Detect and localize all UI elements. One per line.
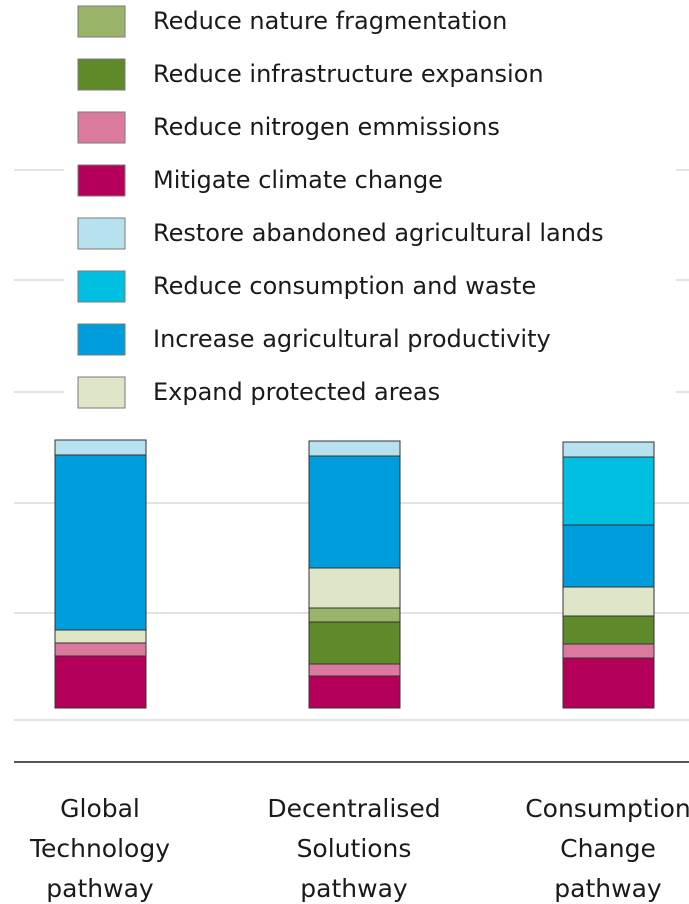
legend-label-restore-abandoned-agricultural-lands: Restore abandoned agricultural lands [153, 219, 604, 247]
legend-label-reduce-nature-fragmentation: Reduce nature fragmentation [153, 7, 507, 35]
bar-segment-2-mitigate-climate-change [308, 675, 401, 709]
bar-segment-3-reduce-infrastructure-expansion [562, 615, 655, 645]
category-labels: Global Technology pathway Decentralised Solu… [29, 794, 689, 903]
category-label-2-line-2: Solutions [297, 834, 412, 863]
legend-label-reduce-consumption-and-waste: Reduce consumption and waste [153, 272, 536, 300]
legend-swatch-reduce-nitrogen-emmissions [77, 111, 126, 144]
bars [54, 439, 655, 709]
bar-segment-3-reduce-consumption-and-waste [562, 456, 655, 526]
bar-segment-3-increase-agricultural-productivity [562, 524, 655, 588]
legend-swatch-increase-agricultural-productivity [77, 323, 126, 356]
category-label-2-line-1: Decentralised [267, 794, 440, 823]
bar-segment-3-expand-protected-areas [562, 586, 655, 617]
bar-segment-2-restore-abandoned-agricultural-lands [308, 440, 401, 457]
legend-swatch-mitigate-climate-change [77, 164, 126, 197]
bar-segment-3-restore-abandoned-agricultural-lands [562, 441, 655, 458]
bar-segment-1-restore-abandoned-agricultural-lands [54, 439, 147, 456]
bar-segment-2-reduce-nature-fragmentation [308, 607, 401, 623]
legend-swatch-restore-abandoned-agricultural-lands [77, 217, 126, 250]
bar-segment-1-reduce-nitrogen-emmissions [54, 642, 147, 657]
bar-segment-2-increase-agricultural-productivity [308, 455, 401, 569]
category-label-3-line-1: Consumption [525, 794, 689, 823]
category-label-1-line-2: Technology [29, 834, 170, 863]
legend-background [64, 0, 676, 412]
legend-swatch-reduce-consumption-and-waste [77, 270, 126, 303]
legend-label-reduce-nitrogen-emmissions: Reduce nitrogen emmissions [153, 113, 500, 141]
bar-segment-1-expand-protected-areas [54, 629, 147, 644]
legend-label-mitigate-climate-change: Mitigate climate change [153, 166, 443, 194]
bar-segment-2-reduce-infrastructure-expansion [308, 621, 401, 665]
bar-segment-3-reduce-nitrogen-emmissions [562, 643, 655, 659]
legend: Reduce nature fragmentation Reduce infras… [64, 0, 676, 412]
bar-segment-1-increase-agricultural-productivity [54, 454, 147, 631]
category-label-1-line-1: Global [60, 794, 140, 823]
category-label-1-line-3: pathway [46, 874, 154, 903]
category-label-2-line-3: pathway [300, 874, 408, 903]
legend-label-reduce-infrastructure-expansion: Reduce infrastructure expansion [153, 60, 544, 88]
bar-segment-2-expand-protected-areas [308, 567, 401, 609]
bar-segment-3-mitigate-climate-change [562, 657, 655, 709]
bar-segment-2-reduce-nitrogen-emmissions [308, 663, 401, 677]
category-label-3-line-2: Change [560, 834, 656, 863]
category-label-3-line-3: pathway [554, 874, 662, 903]
legend-swatch-reduce-nature-fragmentation [77, 5, 126, 38]
legend-swatch-expand-protected-areas [77, 376, 126, 409]
legend-label-expand-protected-areas: Expand protected areas [153, 378, 440, 406]
legend-swatch-reduce-infrastructure-expansion [77, 58, 126, 91]
bar-segment-1-mitigate-climate-change [54, 655, 147, 709]
legend-label-increase-agricultural-productivity: Increase agricultural productivity [153, 325, 551, 353]
